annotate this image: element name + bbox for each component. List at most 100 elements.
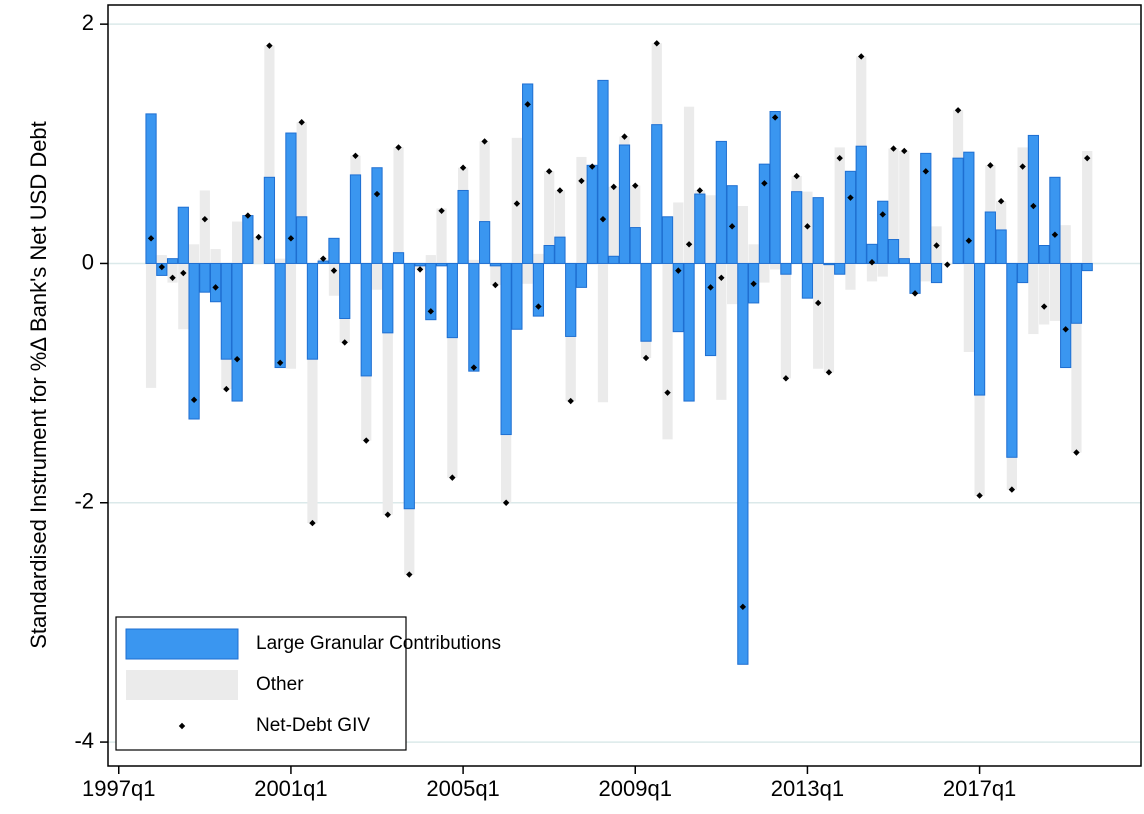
other-bar <box>683 106 695 264</box>
giv-marker <box>1051 231 1059 238</box>
granular-bar <box>737 262 749 665</box>
giv-marker <box>868 259 876 266</box>
granular-bar <box>145 113 157 264</box>
granular-bar <box>199 262 211 293</box>
granular-bar <box>543 245 555 264</box>
giv-marker <box>814 299 822 307</box>
giv-marker <box>459 164 467 171</box>
giv-marker <box>287 235 295 242</box>
other-bar <box>630 185 641 228</box>
giv-marker <box>449 474 456 481</box>
other-bar <box>748 244 759 264</box>
other-bar <box>296 122 307 217</box>
other-bar <box>619 136 630 145</box>
other-bar <box>156 255 167 264</box>
other-bar <box>232 221 243 264</box>
granular-bar <box>629 227 641 264</box>
other-bar <box>737 206 748 264</box>
legend-marker <box>178 722 186 730</box>
other-bar <box>823 264 835 373</box>
granular-bar <box>382 262 394 334</box>
granular-bar <box>1038 245 1050 264</box>
giv-marker <box>330 267 338 274</box>
other-bar <box>447 337 458 478</box>
giv-marker <box>933 242 940 249</box>
granular-bar <box>349 174 362 264</box>
other-bar <box>576 156 587 264</box>
giv-marker <box>545 168 553 175</box>
giv-marker <box>524 101 531 108</box>
other-bar <box>1071 323 1082 453</box>
other-bar <box>651 43 662 125</box>
giv-marker <box>556 187 564 194</box>
giv-marker <box>793 172 800 180</box>
granular-bar <box>296 216 308 264</box>
giv-marker <box>653 40 660 47</box>
granular-bar <box>1006 262 1018 458</box>
giv-marker <box>804 223 811 230</box>
other-bar <box>371 263 383 290</box>
giv-marker <box>944 261 951 268</box>
giv-marker <box>707 284 714 291</box>
granular-bar <box>608 255 620 264</box>
giv-marker <box>158 263 166 271</box>
other-bar <box>974 395 985 496</box>
giv-marker <box>1008 486 1016 493</box>
granular-bar <box>812 197 824 264</box>
giv-marker <box>847 194 854 201</box>
legend-swatch <box>126 670 238 700</box>
giv-marker <box>180 269 187 277</box>
y-tick-label: -4 <box>74 728 94 753</box>
granular-bar <box>371 167 383 264</box>
giv-marker <box>470 364 478 371</box>
other-bar <box>253 237 264 264</box>
granular-bar <box>909 262 921 294</box>
giv-marker <box>223 385 230 393</box>
legend-label: Large Granular Contributions <box>256 633 501 654</box>
other-bar <box>952 110 964 159</box>
other-bar <box>791 176 802 192</box>
granular-bar <box>500 262 512 436</box>
other-bar <box>199 190 210 264</box>
other-bar <box>834 147 845 264</box>
granular-bar <box>973 262 986 396</box>
other-bar <box>608 186 619 257</box>
granular-bar <box>263 176 276 264</box>
giv-marker <box>911 290 919 297</box>
giv-marker <box>997 198 1005 205</box>
granular-bar <box>834 262 846 275</box>
other-bar <box>425 255 436 264</box>
giv-marker <box>1073 449 1080 456</box>
other-bar <box>813 263 824 369</box>
other-bar <box>845 263 856 290</box>
other-bar <box>328 263 340 296</box>
other-bar <box>361 375 372 441</box>
granular-bar <box>801 262 814 299</box>
granular-bar <box>694 193 706 264</box>
other-bar <box>565 336 576 402</box>
giv-marker <box>728 223 736 230</box>
granular-bar <box>532 262 545 317</box>
granular-bar <box>930 262 943 284</box>
granular-bar <box>468 262 480 372</box>
granular-bar <box>285 132 297 264</box>
granular-bar <box>823 262 835 266</box>
legend-swatch <box>125 628 239 660</box>
granular-bar <box>984 211 996 264</box>
other-bar <box>1006 457 1017 490</box>
other-bar <box>178 263 189 330</box>
granular-bar <box>479 221 491 264</box>
giv-marker <box>320 255 327 262</box>
granular-bar <box>220 262 232 360</box>
granular-bar <box>425 262 437 321</box>
granular-bar <box>586 164 598 264</box>
granular-bar <box>554 236 566 264</box>
giv-marker <box>685 241 693 248</box>
granular-bar <box>963 151 975 264</box>
other-bar <box>522 263 533 284</box>
giv-marker <box>718 274 725 282</box>
other-bar <box>285 263 297 369</box>
other-bar <box>382 332 393 515</box>
giv-marker <box>782 375 790 382</box>
granular-bar <box>177 206 189 264</box>
